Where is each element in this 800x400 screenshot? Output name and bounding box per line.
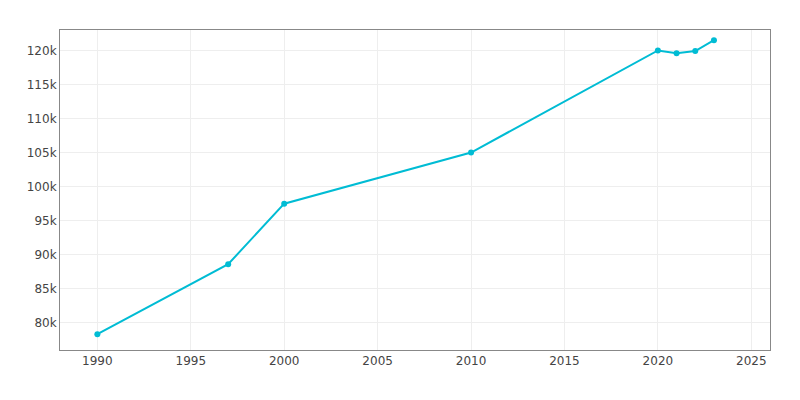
svg-text:90k: 90k [34,248,56,262]
svg-text:2015: 2015 [549,354,580,368]
svg-text:100k: 100k [27,180,57,194]
svg-text:95k: 95k [34,214,56,228]
svg-text:2010: 2010 [456,354,487,368]
svg-text:2020: 2020 [643,354,674,368]
svg-text:2025: 2025 [736,354,767,368]
svg-text:85k: 85k [34,282,56,296]
svg-text:2000: 2000 [269,354,300,368]
svg-text:120k: 120k [27,44,57,58]
svg-text:1990: 1990 [82,354,113,368]
svg-text:110k: 110k [27,112,57,126]
svg-text:80k: 80k [34,316,56,330]
svg-text:115k: 115k [27,78,57,92]
svg-text:2005: 2005 [362,354,393,368]
svg-text:1995: 1995 [176,354,207,368]
svg-text:105k: 105k [27,146,57,160]
